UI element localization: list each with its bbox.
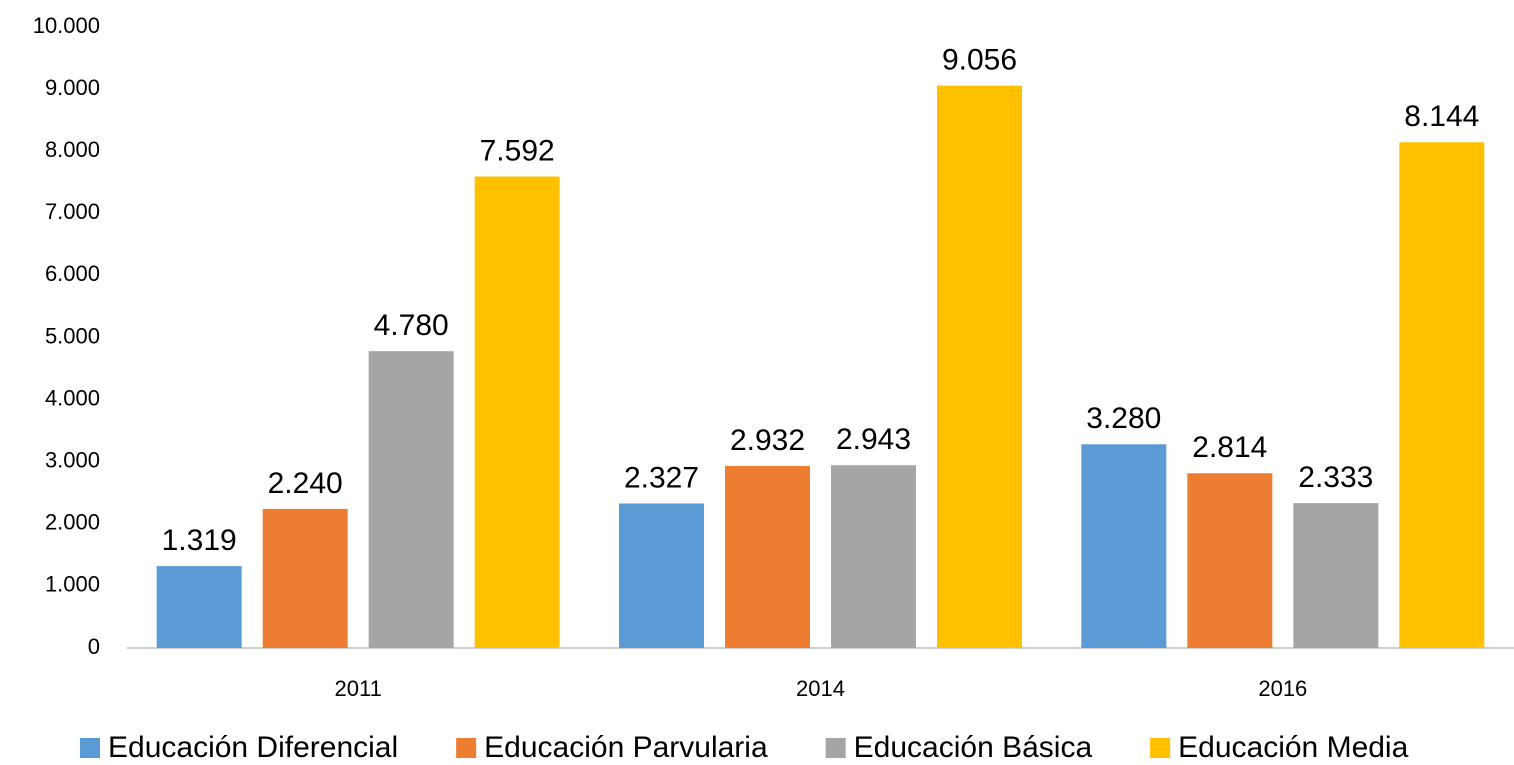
y-tick-label: 3.000: [45, 448, 100, 473]
legend-swatch: [825, 738, 846, 758]
y-tick-label: 5.000: [45, 323, 100, 348]
data-label: 2.333: [1298, 461, 1373, 494]
data-label: 8.144: [1404, 100, 1479, 133]
legend-swatch: [80, 738, 100, 758]
y-tick-label: 2.000: [45, 510, 100, 535]
y-tick-label: 10.000: [33, 13, 100, 38]
legend-swatch: [456, 738, 477, 758]
y-tick-label: 0: [88, 634, 100, 659]
legend-label: Educación Media: [1178, 731, 1408, 764]
bar: [1293, 503, 1379, 648]
bar: [1399, 142, 1485, 648]
data-label: 2.240: [268, 467, 343, 500]
data-label: 1.319: [162, 524, 237, 557]
bar: [368, 351, 454, 648]
x-tick-label: 2014: [796, 676, 845, 701]
data-label: 2.327: [624, 461, 699, 494]
bar: [1187, 473, 1273, 648]
y-tick-label: 4.000: [45, 385, 100, 410]
legend-label: Educación Parvularia: [484, 731, 768, 764]
bar: [619, 503, 704, 648]
legend-swatch: [1150, 738, 1171, 758]
data-label: 2.943: [836, 423, 911, 456]
legend-label: Educación Básica: [854, 731, 1093, 764]
y-tick-label: 1.000: [45, 572, 100, 597]
data-label: 2.932: [730, 424, 805, 457]
bar: [156, 566, 242, 648]
bar: [1081, 444, 1167, 648]
bar: [831, 465, 916, 648]
bar: [725, 465, 810, 648]
bar: [937, 85, 1022, 649]
bar: [262, 508, 348, 648]
data-label: 7.592: [480, 134, 555, 167]
x-tick-label: 2016: [1258, 676, 1307, 701]
y-tick-label: 9.000: [45, 75, 100, 100]
data-label: 4.780: [374, 309, 449, 342]
y-tick-label: 8.000: [45, 137, 100, 162]
data-label: 3.280: [1086, 402, 1161, 435]
y-tick-label: 7.000: [45, 199, 100, 224]
legend-label: Educación Diferencial: [108, 731, 398, 764]
x-tick-label: 2011: [335, 676, 382, 701]
data-label: 2.814: [1192, 431, 1267, 464]
bar: [474, 176, 560, 648]
y-tick-label: 6.000: [45, 261, 100, 286]
data-label: 9.056: [942, 44, 1017, 77]
